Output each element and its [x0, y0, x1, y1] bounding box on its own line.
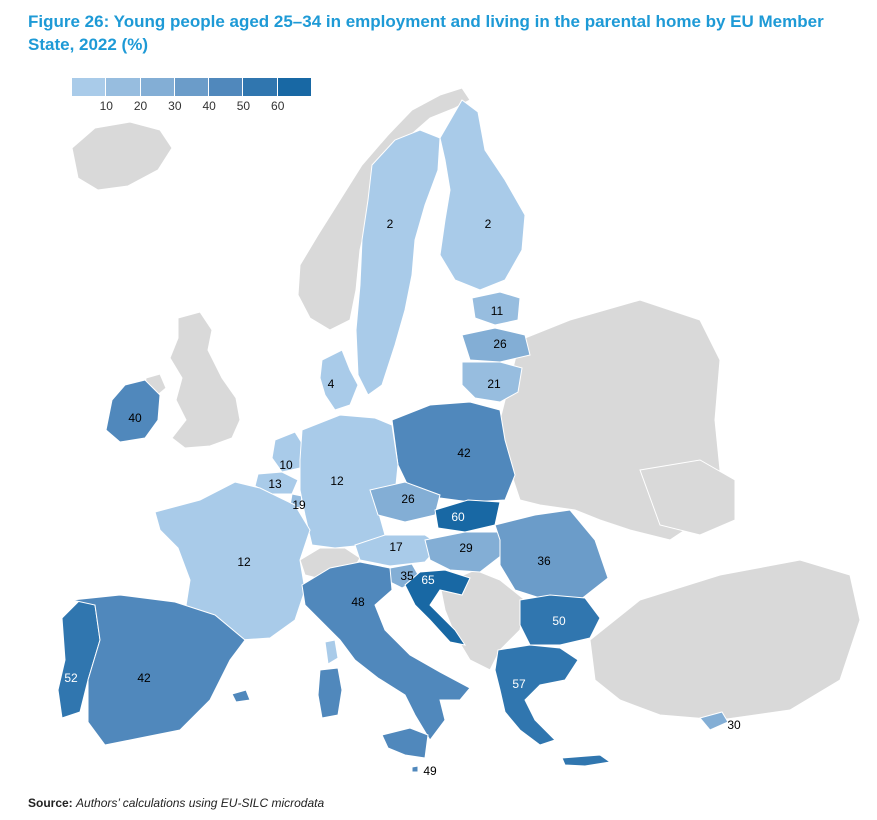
spain-value: 42 [137, 671, 151, 685]
hungary-shape [424, 531, 503, 573]
sardinia-shape [317, 667, 343, 719]
netherlands-value: 10 [279, 458, 293, 472]
legend-tick-label: 10 [99, 99, 113, 113]
turkey-shape [589, 559, 861, 721]
crete-shape [561, 754, 612, 767]
denmark-shape [319, 349, 359, 411]
legend-tick-label: 50 [236, 99, 251, 113]
greece-shape [494, 644, 579, 746]
ireland-shape [105, 379, 161, 443]
legend-swatch [243, 78, 278, 96]
italy-value: 48 [351, 595, 365, 609]
legend-tick-label: 20 [133, 99, 148, 113]
romania-shape [494, 509, 609, 601]
poland-value: 42 [457, 446, 471, 460]
belgium-value: 13 [268, 477, 282, 491]
legend-swatch [72, 78, 107, 96]
luxembourg-value: 19 [292, 498, 306, 512]
source-label: Source: [28, 796, 73, 810]
italy-shape [301, 561, 471, 741]
hungary-value: 29 [459, 541, 473, 555]
finland-value: 2 [485, 217, 492, 231]
czechia-value: 26 [401, 492, 415, 506]
cyprus-shape [699, 711, 729, 731]
bulgaria-shape [519, 594, 601, 646]
legend-tick-label: 40 [202, 99, 216, 113]
estonia-value: 11 [491, 304, 504, 318]
czechia-shape [369, 481, 441, 523]
legend-color-scale [72, 78, 312, 96]
source-text: Authors’ calculations using EU-SILC micr… [76, 796, 325, 810]
latvia-value: 26 [493, 337, 507, 351]
figure-title: Figure 26: Young people aged 25–34 in em… [28, 12, 824, 54]
legend-swatch [140, 78, 175, 96]
legend-swatch [174, 78, 210, 96]
legend-swatch [209, 78, 244, 96]
latvia-shape [461, 327, 531, 363]
malta-value: 49 [423, 764, 437, 778]
croatia-shape [404, 569, 471, 646]
legend-tick-label: 60 [271, 99, 285, 113]
sweden-value: 2 [387, 217, 394, 231]
norway-shape [297, 87, 471, 331]
malta-shape [411, 765, 419, 773]
source-note: Source: Authors’ calculations using EU-S… [28, 796, 324, 810]
ukraine-east-shape [639, 459, 736, 536]
finland-shape [439, 99, 526, 291]
corsica-shape [324, 639, 339, 665]
france-shape [154, 481, 311, 641]
estonia-shape [471, 291, 521, 326]
lithuania-shape [461, 361, 523, 403]
bulgaria-value: 50 [552, 614, 566, 628]
uk-shape [169, 311, 241, 449]
iceland-shape [71, 121, 173, 191]
eu-member-states [57, 99, 729, 773]
germany-value: 12 [330, 474, 344, 488]
country-value-labels: 2 2 11 26 21 4 40 42 10 13 19 12 26 60 1… [64, 217, 741, 778]
france-value: 12 [237, 555, 251, 569]
lithuania-value: 21 [487, 377, 501, 391]
color-legend: 10 20 30 40 50 60 [72, 78, 312, 118]
germany-shape [299, 414, 399, 549]
denmark-value: 4 [328, 377, 335, 391]
legend-swatch [277, 78, 312, 96]
cyprus-value: 30 [727, 718, 741, 732]
balearic-islands-shape [231, 689, 251, 703]
spain-shape [71, 594, 246, 746]
slovakia-shape [434, 499, 501, 533]
slovenia-value: 35 [400, 569, 414, 583]
ireland-value: 40 [128, 411, 142, 425]
legend-tick-label: 30 [168, 99, 182, 113]
sweden-shape [355, 129, 441, 396]
slovakia-value: 60 [451, 510, 465, 524]
sicily-shape [381, 727, 429, 759]
legend-tick-labels: 10 20 30 40 50 60 [72, 96, 312, 114]
croatia-value: 65 [421, 573, 435, 587]
austria-value: 17 [389, 540, 403, 554]
non-eu-land [71, 87, 861, 721]
romania-value: 36 [537, 554, 551, 568]
greece-value: 57 [512, 677, 526, 691]
legend-swatch [106, 78, 141, 96]
portugal-value: 52 [64, 671, 78, 685]
